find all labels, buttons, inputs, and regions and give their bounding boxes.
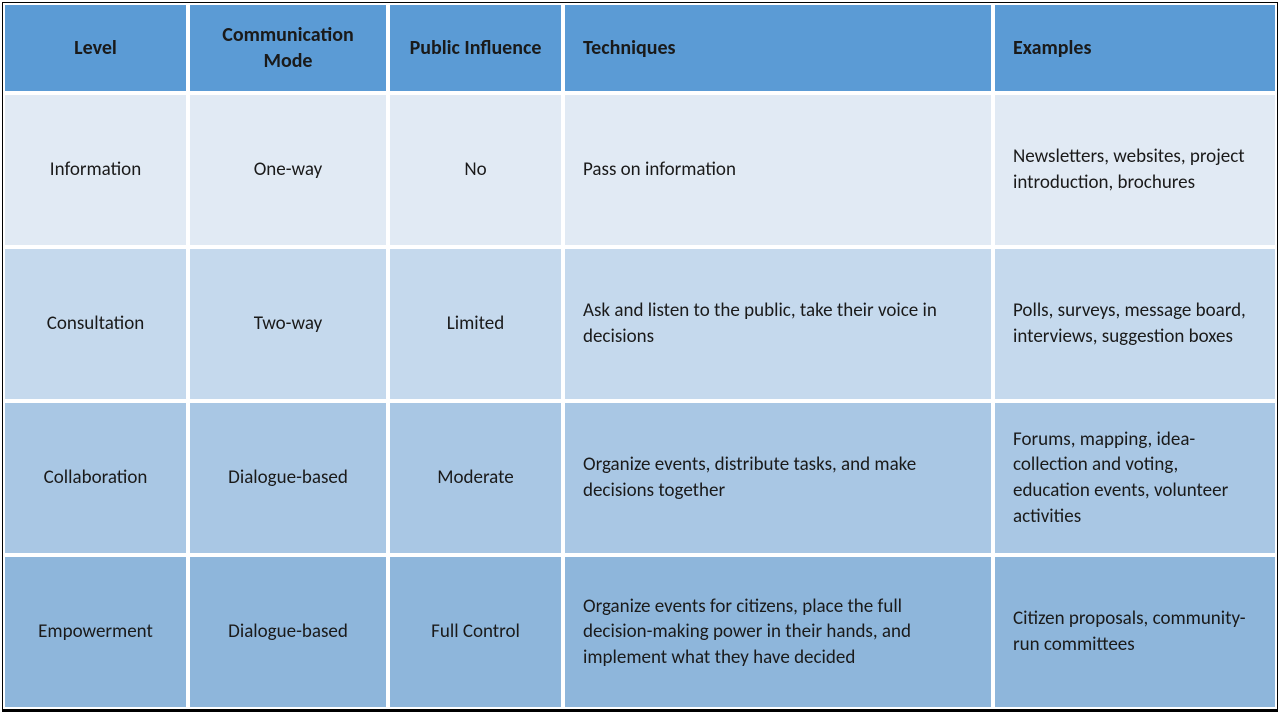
- cell-influence: Full Control: [388, 555, 563, 709]
- cell-examples: Forums, mapping, idea-collection and vot…: [993, 401, 1277, 555]
- table-row: Empowerment Dialogue-based Full Control …: [3, 555, 1277, 709]
- cell-techniques: Organize events, distribute tasks, and m…: [563, 401, 993, 555]
- cell-level: Empowerment: [3, 555, 188, 709]
- header-influence: Public Influence: [388, 3, 563, 93]
- cell-techniques: Organize events for citizens, place the …: [563, 555, 993, 709]
- cell-level: Consultation: [3, 247, 188, 401]
- cell-level: Collaboration: [3, 401, 188, 555]
- cell-influence: No: [388, 93, 563, 247]
- cell-influence: Moderate: [388, 401, 563, 555]
- cell-mode: One-way: [188, 93, 388, 247]
- cell-mode: Dialogue-based: [188, 555, 388, 709]
- header-examples: Examples: [993, 3, 1277, 93]
- table-body: Information One-way No Pass on informati…: [3, 93, 1277, 709]
- cell-level: Information: [3, 93, 188, 247]
- cell-influence: Limited: [388, 247, 563, 401]
- table-header-row: Level Communication Mode Public Influenc…: [3, 3, 1277, 93]
- cell-examples: Citizen proposals, community-run committ…: [993, 555, 1277, 709]
- table-row: Consultation Two-way Limited Ask and lis…: [3, 247, 1277, 401]
- cell-techniques: Ask and listen to the public, take their…: [563, 247, 993, 401]
- cell-examples: Newsletters, websites, project introduct…: [993, 93, 1277, 247]
- table-row: Information One-way No Pass on informati…: [3, 93, 1277, 247]
- participation-levels-table: Level Communication Mode Public Influenc…: [2, 2, 1278, 712]
- cell-examples: Polls, surveys, message board, interview…: [993, 247, 1277, 401]
- cell-mode: Dialogue-based: [188, 401, 388, 555]
- cell-techniques: Pass on information: [563, 93, 993, 247]
- header-level: Level: [3, 3, 188, 93]
- data-table: Level Communication Mode Public Influenc…: [3, 3, 1277, 709]
- cell-mode: Two-way: [188, 247, 388, 401]
- header-techniques: Techniques: [563, 3, 993, 93]
- header-mode: Communication Mode: [188, 3, 388, 93]
- table-row: Collaboration Dialogue-based Moderate Or…: [3, 401, 1277, 555]
